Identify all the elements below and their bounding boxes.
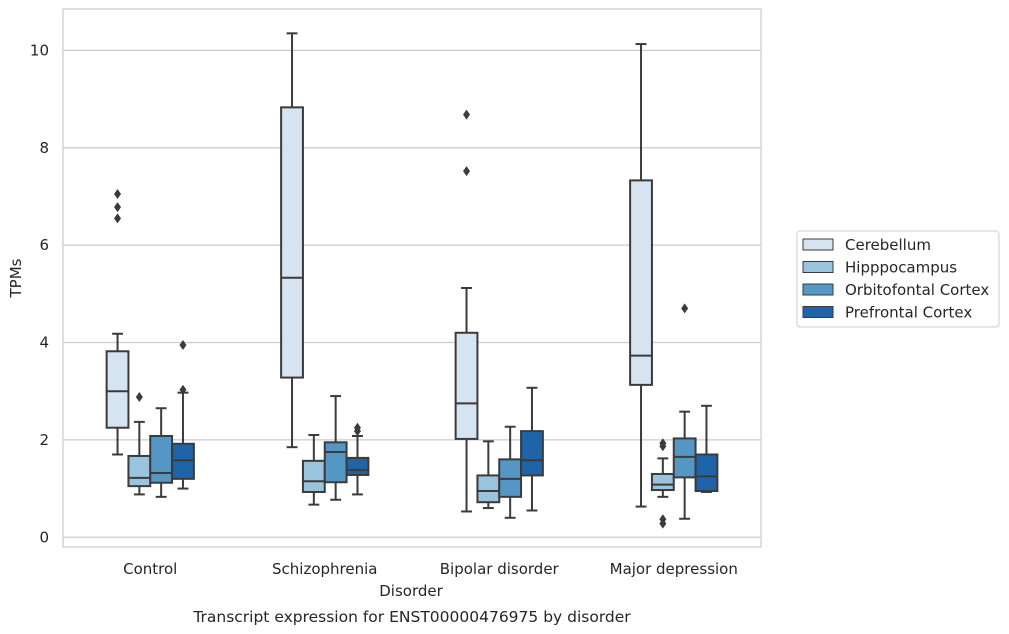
y-tick-label: 2 <box>39 431 49 449</box>
box-0-2 <box>149 407 174 498</box>
box-plot-marks <box>105 32 719 529</box>
box-3-3 <box>694 404 719 493</box>
outlier-point <box>659 438 667 449</box>
box-0-3 <box>171 339 195 490</box>
box-body <box>476 474 501 504</box>
outlier-point <box>463 166 471 177</box>
box-body <box>127 454 152 488</box>
legend-label: Orbitofontal Cortex <box>845 281 989 299</box>
plot-frame <box>62 8 762 548</box>
legend-swatch <box>802 238 834 251</box>
box-0-1 <box>127 392 152 496</box>
box-body <box>323 441 348 484</box>
legend-label: Cerebellum <box>845 236 931 254</box>
x-axis-label: Disorder <box>379 582 443 600</box>
box-body <box>280 106 304 379</box>
box-3-0 <box>629 43 653 508</box>
box-body <box>650 472 675 492</box>
box-1-3 <box>345 422 370 496</box>
outlier-point <box>135 392 143 403</box>
y-tick-label: 8 <box>39 139 49 157</box>
outlier-point <box>681 303 689 314</box>
box-body <box>454 331 479 440</box>
grid-lines <box>63 49 761 538</box>
legend-swatch <box>802 306 834 318</box>
box-1-0 <box>280 32 304 449</box>
chart-caption: Transcript expression for ENST0000047697… <box>192 608 631 626</box>
y-axis-label: TPMs <box>7 258 25 298</box>
x-tick-label: Schizophrenia <box>272 560 377 578</box>
x-tick-label: Bipolar disorder <box>440 560 560 578</box>
box-body <box>694 453 719 493</box>
box-body <box>149 434 174 484</box>
box-body <box>345 456 370 476</box>
outlier-point <box>179 384 187 395</box>
box-3-2 <box>672 303 697 520</box>
box-1-1 <box>301 434 326 506</box>
outlier-point <box>463 109 471 120</box>
y-tick-label: 10 <box>30 41 49 59</box>
y-tick-label: 0 <box>39 528 49 546</box>
legend-frame <box>796 230 1000 328</box>
box-body <box>520 430 544 477</box>
box-body <box>629 179 653 386</box>
outlier-point <box>114 213 122 224</box>
outlier-point <box>659 514 667 525</box>
box-3-1 <box>650 438 675 529</box>
box-body <box>301 459 326 493</box>
box-1-2 <box>323 395 348 501</box>
y-tick-label: 6 <box>39 236 49 254</box>
box-2-2 <box>498 425 523 519</box>
box-2-3 <box>520 386 544 512</box>
outlier-point <box>353 422 361 433</box>
legend-swatch <box>802 261 834 273</box>
x-tick-label: Control <box>123 560 177 578</box>
y-tick-label: 4 <box>39 334 49 352</box>
legend: Cerebellum Hipppocampus Orbitofontal Corte… <box>796 230 1000 328</box>
legend-swatch <box>802 283 834 296</box>
box-2-1 <box>476 440 501 510</box>
box-2-0 <box>454 109 479 513</box>
outlier-point <box>179 339 187 350</box>
legend-label: Hipppocampus <box>845 259 957 277</box>
y-tick-labels: 0 2 4 6 8 10 <box>30 41 49 546</box>
x-tick-labels: Control Schizophrenia Bipolar disorder Majo… <box>123 560 738 578</box>
box-0-0 <box>105 189 130 456</box>
x-tick-label: Major depression <box>610 560 738 578</box>
legend-label: Prefrontal Cortex <box>845 304 972 322</box>
box-body <box>105 350 130 429</box>
outlier-point <box>114 202 122 213</box>
outlier-point <box>114 189 122 200</box>
